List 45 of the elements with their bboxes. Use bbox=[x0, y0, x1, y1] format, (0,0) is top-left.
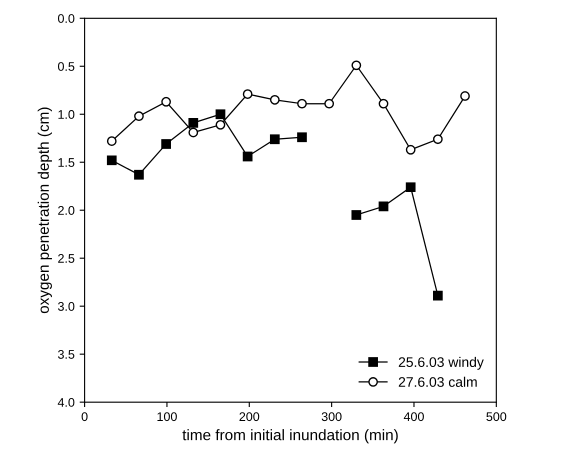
point bbox=[432, 290, 443, 300]
y-tick-label: 3.5 bbox=[58, 350, 74, 359]
point bbox=[161, 96, 171, 107]
x-axis-title: time from initial inundation (min) bbox=[182, 429, 398, 444]
y-tick-label: 1.0 bbox=[58, 110, 74, 119]
point bbox=[188, 128, 198, 138]
point bbox=[270, 134, 280, 144]
point bbox=[432, 134, 443, 144]
point bbox=[106, 155, 117, 166]
point bbox=[106, 136, 117, 146]
point bbox=[378, 202, 388, 212]
point bbox=[242, 152, 253, 162]
y-tick-label: 0.5 bbox=[58, 62, 74, 71]
point bbox=[324, 98, 334, 109]
y-axis-title: oxygen penetration depth (cm) bbox=[38, 108, 52, 314]
point bbox=[161, 139, 171, 149]
point bbox=[406, 182, 416, 192]
point bbox=[297, 98, 307, 109]
x-tick-label: 100 bbox=[157, 412, 177, 422]
point bbox=[134, 111, 144, 122]
x-tick-label: 0 bbox=[82, 412, 88, 422]
legend-label: 25.6.03 windy bbox=[398, 356, 484, 370]
x-tick-label: 500 bbox=[486, 412, 506, 422]
x-tick-label: 200 bbox=[239, 412, 260, 422]
y-tick-label: 3.0 bbox=[58, 302, 74, 311]
legend-label: 27.6.03 calm bbox=[398, 376, 477, 387]
y-tick-label: 2.0 bbox=[58, 206, 74, 215]
y-tick-label: 2.5 bbox=[58, 254, 74, 263]
point bbox=[134, 170, 144, 180]
y-tick-label: 0.0 bbox=[58, 14, 74, 23]
y-tick-label: 4.0 bbox=[58, 398, 74, 407]
point bbox=[242, 89, 253, 99]
point bbox=[188, 118, 198, 128]
x-tick-label: 300 bbox=[322, 412, 342, 422]
point bbox=[216, 120, 226, 130]
point bbox=[351, 60, 362, 70]
point bbox=[297, 132, 307, 142]
point bbox=[216, 109, 226, 120]
point bbox=[460, 91, 470, 101]
x-tick-label: 400 bbox=[404, 412, 424, 422]
point bbox=[270, 94, 280, 105]
y-tick-label: 1.5 bbox=[58, 158, 74, 167]
point bbox=[378, 98, 388, 109]
point bbox=[351, 210, 362, 220]
point bbox=[406, 144, 416, 155]
